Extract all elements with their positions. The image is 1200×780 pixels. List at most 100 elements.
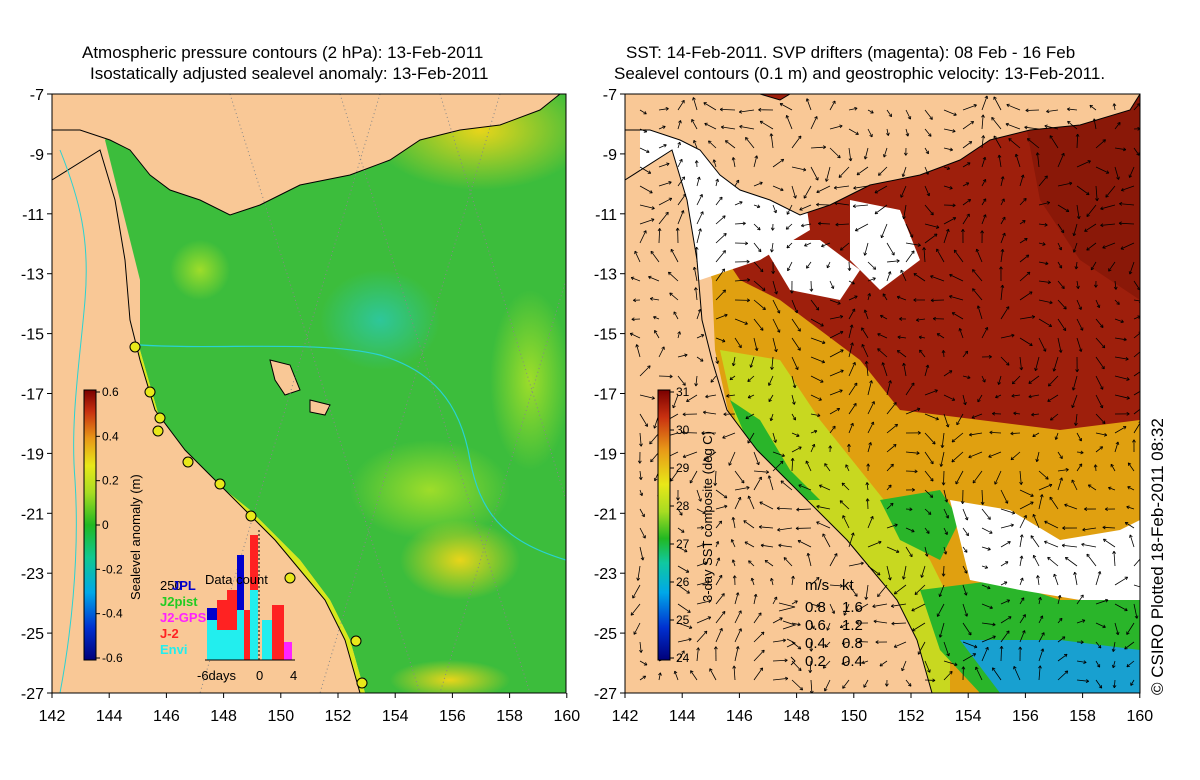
velocity-arrow-head bbox=[942, 350, 946, 353]
velocity-arrow bbox=[903, 204, 907, 220]
velocity-arrow-head bbox=[799, 646, 802, 650]
velocity-arrow-head bbox=[1049, 300, 1053, 304]
velocity-arrow-head bbox=[903, 576, 906, 580]
velocity-arrow-head bbox=[955, 482, 959, 485]
velocity-arrow bbox=[1133, 558, 1140, 567]
velocity-arrow-head bbox=[1102, 245, 1105, 249]
velocity-arrow bbox=[1114, 394, 1130, 399]
velocity-arrow-head bbox=[770, 366, 773, 370]
velocity-arrow bbox=[924, 660, 931, 673]
velocity-arrow-head bbox=[1088, 160, 1091, 164]
velocity-arrow-head bbox=[1101, 346, 1105, 349]
velocity-arrow-head bbox=[705, 631, 708, 635]
velocity-arrow-head bbox=[854, 107, 858, 111]
velocity-arrow bbox=[1019, 291, 1033, 301]
australia-land bbox=[52, 149, 361, 693]
velocity-arrow-head bbox=[1049, 496, 1053, 499]
velocity-arrow-head bbox=[732, 665, 735, 669]
velocity-arrow-head bbox=[835, 224, 839, 227]
velocity-arrow-head bbox=[941, 482, 944, 486]
velocity-arrow-head bbox=[851, 532, 854, 536]
vel-row-kt: 0.4 bbox=[842, 653, 863, 670]
velocity-arrow bbox=[1102, 526, 1116, 529]
velocity-arrow bbox=[1133, 147, 1140, 156]
velocity-arrow-head bbox=[1064, 670, 1068, 672]
velocity-arrow-head bbox=[684, 353, 688, 356]
velocity-arrow bbox=[962, 199, 971, 206]
velocity-arrow-head bbox=[783, 557, 786, 561]
velocity-arrow bbox=[1095, 413, 1106, 424]
left-x-axis: 142 144 146 148 150 152 154 156 158 160 bbox=[39, 693, 580, 725]
velocity-arrow-head bbox=[918, 243, 921, 246]
velocity-arrow-head bbox=[1022, 174, 1025, 178]
velocity-arrow-head bbox=[982, 501, 985, 505]
velocity-arrow bbox=[715, 289, 726, 301]
velocity-arrow-head bbox=[747, 441, 751, 444]
velocity-arrow-head bbox=[701, 358, 704, 362]
velocity-arrow-head bbox=[732, 575, 735, 579]
velocity-arrow-head bbox=[1047, 282, 1051, 285]
velocity-arrow-head bbox=[1036, 575, 1038, 579]
left-x-tick: 142 bbox=[39, 708, 66, 725]
right-x-tick: 150 bbox=[840, 708, 867, 725]
velocity-arrow bbox=[682, 432, 698, 434]
velocity-arrow bbox=[1036, 451, 1040, 462]
velocity-arrow bbox=[1076, 432, 1082, 442]
velocity-arrow bbox=[1113, 103, 1116, 111]
velocity-arrow-head bbox=[725, 494, 728, 499]
velocity-arrow bbox=[734, 487, 750, 491]
velocity-arrow-head bbox=[661, 346, 665, 349]
velocity-arrow-head bbox=[722, 338, 726, 342]
colorbar-tick: 26 bbox=[676, 575, 690, 589]
velocity-arrow-head bbox=[684, 354, 688, 358]
velocity-arrow bbox=[1038, 484, 1053, 491]
velocity-arrow-head bbox=[1008, 541, 1011, 545]
velocity-arrow bbox=[1076, 318, 1084, 331]
velocity-arrow-head bbox=[672, 404, 674, 408]
velocity-arrow-head bbox=[988, 454, 991, 458]
velocity-arrow-head bbox=[815, 308, 819, 311]
velocity-arrow-head bbox=[972, 288, 976, 290]
velocity-arrow bbox=[689, 470, 698, 484]
velocity-arrow bbox=[791, 458, 794, 472]
velocity-arrow-head bbox=[828, 445, 831, 449]
velocity-arrow bbox=[1114, 166, 1120, 180]
velocity-arrow-head bbox=[867, 293, 871, 296]
velocity-arrow bbox=[791, 356, 799, 370]
velocity-arrow-head bbox=[1118, 301, 1120, 305]
velocity-arrow bbox=[1130, 679, 1135, 686]
velocity-arrow bbox=[639, 204, 655, 209]
velocity-arrow bbox=[905, 242, 921, 246]
velocity-arrow-head bbox=[630, 277, 634, 281]
velocity-arrow bbox=[919, 349, 926, 358]
velocity-arrow-head bbox=[963, 402, 966, 406]
velocity-arrow-head bbox=[1072, 387, 1076, 391]
velocity-arrow-head bbox=[1031, 315, 1035, 317]
velocity-arrow-head bbox=[801, 686, 804, 691]
velocity-arrow bbox=[829, 147, 841, 159]
velocity-arrow-head bbox=[1108, 487, 1111, 491]
velocity-arrow-head bbox=[945, 551, 948, 555]
velocity-arrow-head bbox=[717, 360, 719, 364]
velocity-arrow-head bbox=[813, 429, 818, 432]
velocity-arrow bbox=[1013, 412, 1021, 415]
velocity-arrow-head bbox=[976, 248, 980, 252]
velocity-arrow-head bbox=[644, 675, 647, 679]
velocity-arrow bbox=[1126, 660, 1135, 668]
velocity-arrow-head bbox=[692, 97, 694, 101]
velocity-arrow-head bbox=[665, 107, 669, 109]
velocity-arrow-head bbox=[773, 210, 777, 214]
velocity-arrow-head bbox=[890, 463, 894, 466]
velocity-arrow bbox=[1019, 174, 1024, 187]
data-count-ymax: 250 bbox=[160, 578, 182, 593]
velocity-arrow-head bbox=[636, 577, 639, 581]
velocity-arrow bbox=[1124, 522, 1135, 529]
velocity-arrow-head bbox=[982, 156, 986, 160]
velocity-arrow-head bbox=[896, 259, 900, 262]
velocity-arrow bbox=[771, 242, 774, 253]
velocity-arrow bbox=[992, 667, 1002, 681]
velocity-arrow-head bbox=[688, 637, 692, 640]
velocity-arrow-head bbox=[791, 575, 794, 579]
velocity-arrow bbox=[962, 213, 970, 225]
velocity-arrow-head bbox=[856, 131, 859, 135]
